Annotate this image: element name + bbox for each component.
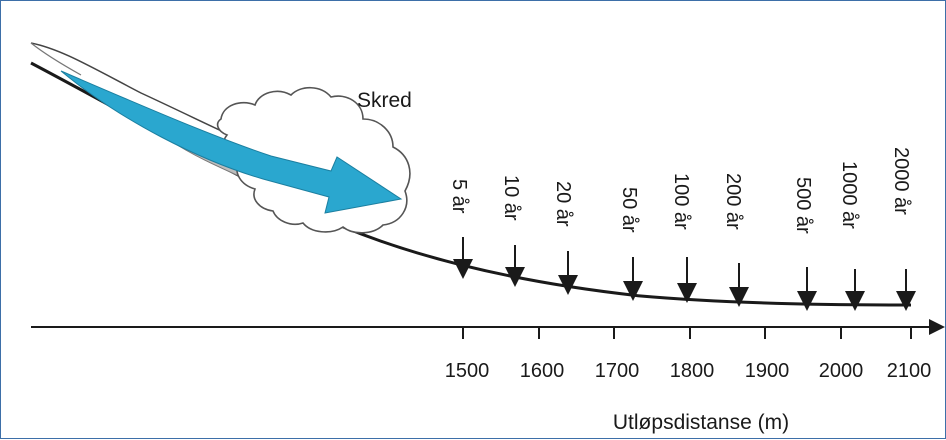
return-period-label: 100 år <box>670 173 692 230</box>
return-period-label: 1000 år <box>838 161 860 229</box>
x-axis-ticks <box>462 327 912 339</box>
tick-label: 1600 <box>520 360 565 382</box>
return-period-label: 2000 år <box>890 147 912 215</box>
return-period-5: 5 år <box>448 179 473 279</box>
cloud-label: Skred <box>357 89 412 112</box>
tick-label: 1500 <box>445 360 490 382</box>
return-period-label: 5 år <box>448 179 470 214</box>
x-axis-arrowhead <box>929 319 945 335</box>
x-tick-labels: 1500 1600 1700 1800 1900 2000 2100 <box>445 360 932 382</box>
return-period-100: 100 år <box>670 173 697 303</box>
tick-label: 2000 <box>819 360 864 382</box>
flow-inner-outline <box>30 42 82 76</box>
return-period-20: 20 år <box>552 181 578 295</box>
terrain-slope <box>30 61 912 307</box>
return-period-label: 50 år <box>618 187 640 233</box>
return-period-200: 200 år <box>722 173 749 307</box>
tick-label: 1700 <box>595 360 640 382</box>
return-period-label: 200 år <box>722 173 744 230</box>
tick-label: 1800 <box>670 360 715 382</box>
return-period-1000: 1000 år <box>838 161 865 311</box>
return-period-label: 20 år <box>552 181 574 227</box>
tick-label: 2100 <box>887 360 932 382</box>
flow-arrow-icon <box>60 70 403 214</box>
return-period-label: 500 år <box>792 177 814 234</box>
return-period-10: 10 år <box>500 175 525 287</box>
return-period-2000: 2000 år <box>890 147 916 311</box>
return-period-50: 50 år <box>618 187 643 301</box>
return-period-label: 10 år <box>500 175 522 221</box>
return-period-markers: 5 år 10 år 20 år 50 år 100 år 200 år 500… <box>448 147 916 311</box>
x-axis-title: Utløpsdistanse (m) <box>613 411 789 434</box>
return-period-500: 500 år <box>792 177 817 311</box>
tick-label: 1900 <box>745 360 790 382</box>
